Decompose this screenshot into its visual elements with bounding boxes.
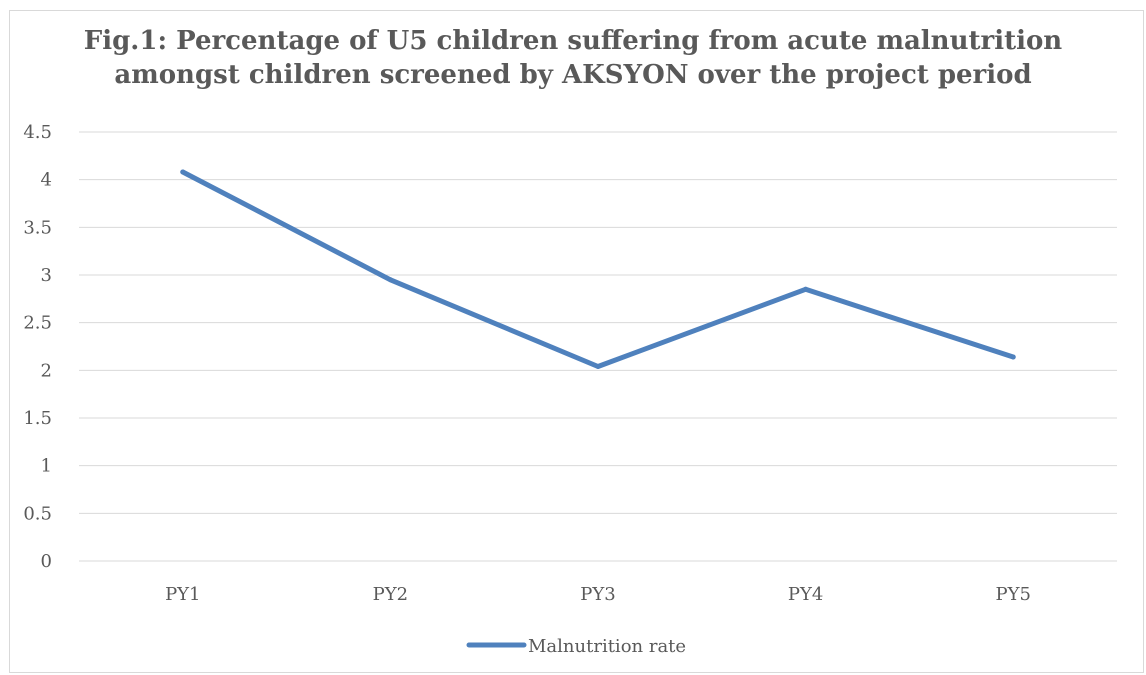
y-tick-label: 0 [41,551,52,572]
data-point [1010,354,1016,360]
chart-area [9,10,1144,673]
y-tick-label: 2 [41,360,52,381]
x-tick-label: PY1 [165,584,200,605]
chart-title-line-2: amongst children screened by AKSYON over… [114,60,1032,90]
y-tick-label: 4.5 [23,122,52,143]
data-point [803,286,809,292]
legend: Malnutrition rate [466,636,686,657]
chart-title-line-1: Fig.1: Percentage of U5 children sufferi… [83,26,1063,56]
y-tick-label: 4 [41,170,52,191]
y-tick-label: 0.5 [23,503,52,524]
y-tick-label: 3.5 [23,217,52,238]
y-axis-tick-labels: 0 0.5 1 1.5 2 2.5 3 3.5 4 4.5 [23,122,52,572]
series-lines [180,169,1016,370]
x-tick-label: PY2 [373,584,408,605]
y-tick-label: 3 [41,265,52,286]
x-tick-label: PY5 [995,584,1030,605]
gridlines [79,131,1117,562]
y-tick-label: 1 [41,456,52,477]
chart-title: Fig.1: Percentage of U5 children sufferi… [0,24,1146,92]
x-tick-label: PY3 [580,584,615,605]
legend-label: Malnutrition rate [528,636,686,657]
data-point [387,277,393,283]
y-tick-label: 1.5 [23,408,52,429]
data-point [180,169,186,175]
data-point [595,364,601,370]
y-tick-label: 2.5 [23,313,52,334]
series-line [180,169,1016,369]
x-tick-label: PY4 [788,584,823,605]
x-axis-tick-labels: PY1 PY2 PY3 PY4 PY5 [165,584,1031,605]
